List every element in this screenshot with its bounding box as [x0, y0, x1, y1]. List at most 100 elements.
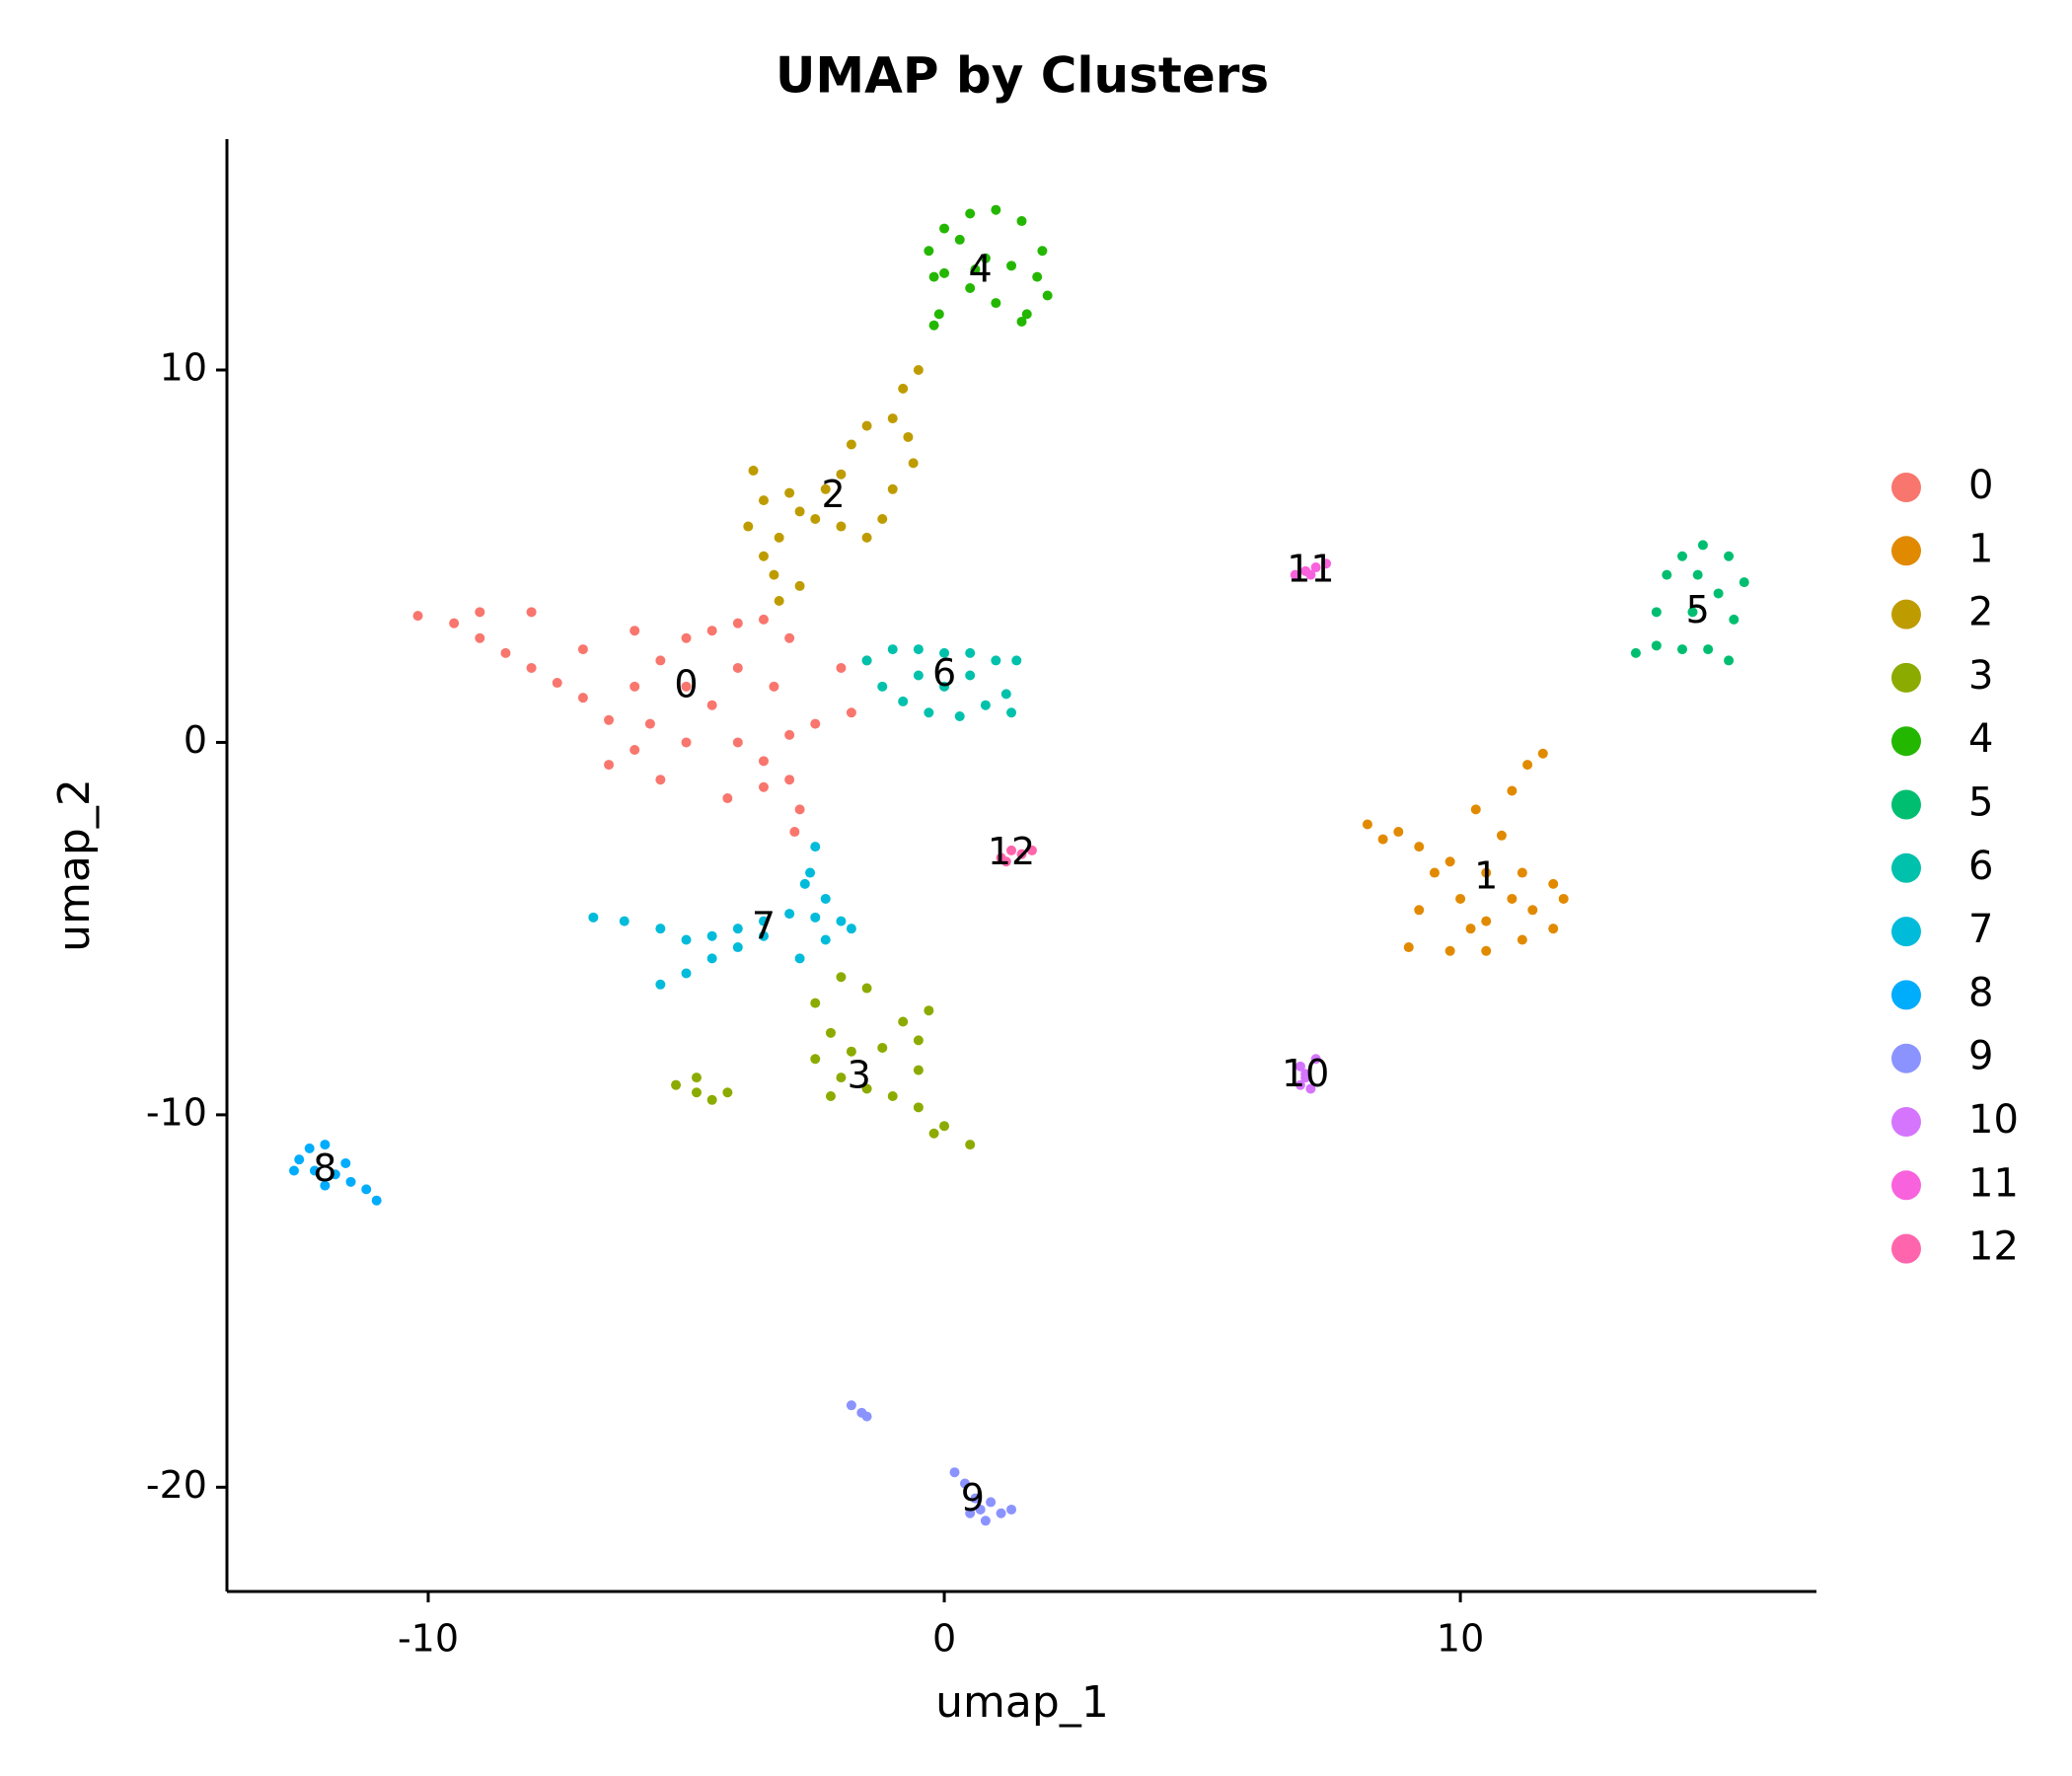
legend-label: 11	[1968, 1160, 2019, 1206]
y-axis-title: umap_2	[49, 778, 100, 952]
point	[706, 700, 717, 710]
point	[1687, 607, 1698, 618]
legend-swatch	[1891, 1170, 1921, 1201]
point	[861, 532, 872, 543]
point	[706, 953, 717, 964]
point	[1724, 655, 1735, 666]
point	[1697, 540, 1708, 551]
point	[939, 681, 950, 692]
point	[1651, 607, 1662, 618]
point	[1429, 867, 1440, 878]
point	[1037, 246, 1048, 257]
legend-label: 2	[1968, 590, 1993, 635]
point	[758, 551, 769, 561]
point	[1507, 893, 1517, 904]
point	[1724, 551, 1735, 561]
point	[939, 1121, 950, 1132]
point	[861, 983, 872, 994]
point	[820, 893, 831, 904]
point	[924, 246, 934, 257]
point	[820, 934, 831, 945]
legend-label: 6	[1968, 844, 1993, 889]
point	[732, 942, 743, 953]
point	[836, 469, 847, 480]
point	[1305, 569, 1316, 580]
point	[949, 1467, 960, 1478]
point	[846, 439, 856, 450]
point	[604, 760, 615, 771]
point	[1548, 924, 1559, 934]
point	[655, 775, 666, 785]
point	[304, 1143, 315, 1153]
point	[1522, 760, 1533, 771]
point	[758, 930, 769, 941]
point	[1507, 785, 1517, 796]
point	[825, 1091, 836, 1102]
point	[996, 1508, 1006, 1518]
point	[924, 1005, 934, 1016]
point	[691, 1073, 702, 1083]
point	[991, 204, 1001, 215]
legend-label: 4	[1968, 716, 1993, 762]
point	[1558, 893, 1569, 904]
point	[1026, 845, 1037, 855]
point	[288, 1165, 299, 1176]
cluster-label: 12	[988, 830, 1035, 873]
point	[913, 644, 924, 655]
point	[1739, 577, 1749, 588]
point	[1414, 905, 1425, 916]
point	[794, 953, 805, 964]
point	[619, 916, 629, 926]
point	[552, 678, 562, 689]
legend-swatch	[1891, 917, 1921, 947]
point	[784, 909, 795, 920]
point	[1465, 924, 1476, 934]
point	[861, 420, 872, 431]
legend-swatch	[1891, 1107, 1921, 1137]
legend-label: 3	[1968, 653, 1993, 699]
point	[1021, 309, 1032, 320]
point	[758, 756, 769, 767]
point	[784, 487, 795, 498]
point	[913, 1035, 924, 1046]
point	[1016, 316, 1027, 327]
cluster-label: 0	[674, 662, 698, 705]
point	[769, 681, 779, 692]
point	[1016, 849, 1027, 859]
cluster-label: 11	[1287, 547, 1334, 590]
legend-label: 8	[1968, 970, 1993, 1015]
point	[836, 916, 847, 926]
point	[836, 521, 847, 532]
point	[928, 1128, 939, 1139]
point	[825, 1027, 836, 1038]
point	[1006, 260, 1017, 271]
cluster-label: 5	[1686, 588, 1710, 631]
point	[758, 495, 769, 506]
point	[758, 781, 769, 792]
point	[722, 1087, 733, 1098]
legend-label: 0	[1968, 463, 1993, 508]
point	[1403, 942, 1414, 953]
point	[1481, 945, 1492, 956]
point	[1414, 842, 1425, 852]
x-tick-label: -10	[398, 1617, 459, 1661]
legend-label: 5	[1968, 780, 1993, 826]
point	[980, 1516, 991, 1526]
point	[799, 878, 810, 889]
legend-swatch	[1891, 1043, 1921, 1073]
point	[810, 513, 821, 524]
point	[861, 655, 872, 666]
point	[774, 532, 784, 543]
cluster-label: 10	[1282, 1052, 1329, 1095]
point	[1470, 804, 1481, 815]
point	[655, 924, 666, 934]
point	[691, 1087, 702, 1098]
chart-title: UMAP by Clusters	[776, 47, 1269, 105]
point	[604, 714, 615, 725]
point	[706, 626, 717, 636]
point	[309, 1165, 320, 1176]
point	[836, 1073, 847, 1083]
point	[1630, 647, 1641, 658]
point	[898, 383, 909, 394]
point	[1393, 827, 1404, 838]
